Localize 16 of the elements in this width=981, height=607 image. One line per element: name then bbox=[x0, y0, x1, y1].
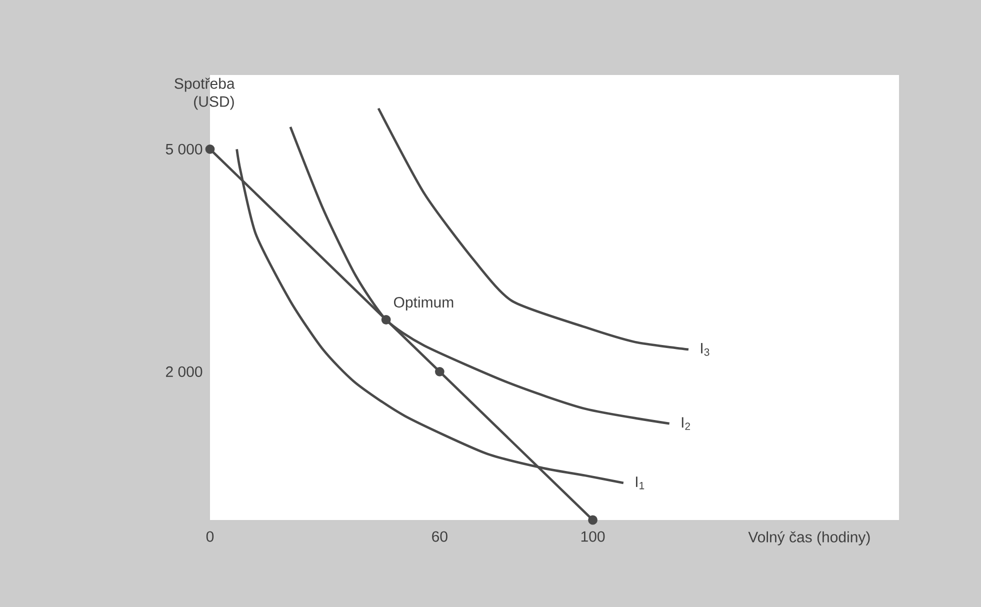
series-label: I$_{2}$ bbox=[682, 417, 690, 430]
point bbox=[205, 144, 215, 154]
y-tick-label: 5 000 bbox=[166, 144, 202, 154]
x-tick-label: 0 bbox=[206, 531, 214, 542]
annotation: Optimum bbox=[394, 296, 454, 311]
x-tick-label: 60 bbox=[432, 531, 448, 542]
series-label: I$_{3}$ bbox=[701, 343, 710, 356]
point bbox=[588, 515, 598, 525]
line-series bbox=[377, 107, 690, 351]
y-tick-label: 2 000 bbox=[166, 366, 202, 377]
x-axis-title: Volný čas (hodiny) bbox=[748, 531, 870, 546]
point bbox=[381, 315, 391, 324]
series-label: I$_{1}$ bbox=[636, 476, 644, 490]
y-axis-title: Spotřeba (USD) bbox=[174, 78, 235, 110]
x-tick-label: 100 bbox=[581, 531, 605, 542]
point bbox=[434, 366, 444, 376]
